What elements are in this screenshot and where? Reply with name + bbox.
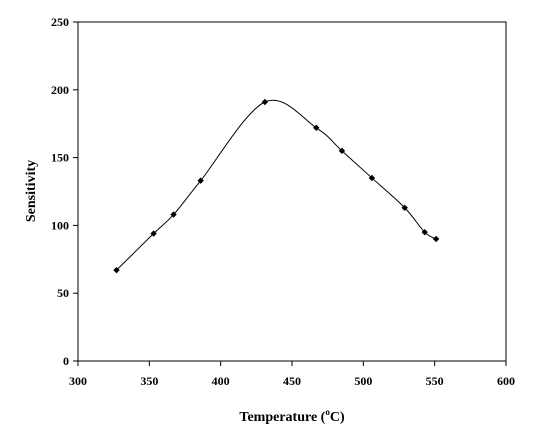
data-point (401, 204, 408, 211)
y-tick-label: 50 (57, 286, 69, 300)
x-tick-label: 600 (497, 374, 515, 388)
y-axis-title: Sensitivity (24, 160, 39, 222)
series-line (116, 99, 437, 271)
x-tick-label: 350 (140, 374, 158, 388)
x-axis-title: Temperature (oC) (239, 407, 345, 425)
data-point (197, 177, 204, 184)
x-tick-label: 450 (283, 374, 301, 388)
x-tick-label: 500 (354, 374, 372, 388)
x-tick-label: 550 (426, 374, 444, 388)
x-axis-ticks: 300 350 400 450 500 550 600 (69, 361, 515, 388)
x-tick-label: 400 (212, 374, 230, 388)
y-tick-label: 200 (51, 83, 69, 97)
y-tick-label: 0 (63, 354, 69, 368)
y-tick-label: 100 (51, 218, 69, 232)
data-point (170, 211, 177, 218)
data-point (368, 174, 376, 182)
y-tick-label: 150 (51, 151, 69, 165)
data-point (421, 228, 428, 236)
data-point (113, 266, 120, 274)
data-point (261, 98, 269, 106)
data-point (338, 147, 346, 155)
data-points (113, 98, 440, 274)
y-axis-ticks: 0 50 100 150 200 250 (51, 15, 78, 368)
y-tick-label: 250 (51, 15, 69, 29)
data-point (313, 124, 320, 131)
data-point (432, 235, 440, 243)
data-point (150, 230, 157, 237)
plot-area (77, 21, 507, 362)
x-tick-label: 300 (69, 374, 87, 388)
